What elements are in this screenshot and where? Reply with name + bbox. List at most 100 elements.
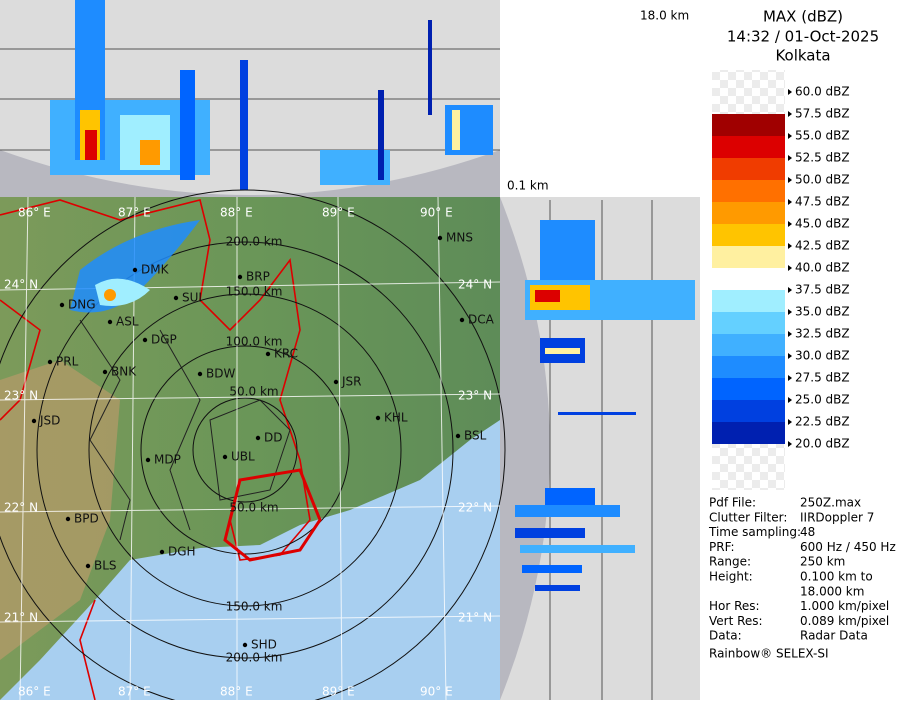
- side-echoes: [515, 220, 695, 591]
- station-label: BSL: [464, 429, 487, 443]
- station-dot: [145, 457, 151, 463]
- station-dot: [142, 337, 148, 343]
- map-echoes: [70, 220, 322, 562]
- info-value: 0.100 km to: [800, 570, 873, 584]
- legend-label: 45.0 dBZ: [795, 217, 850, 231]
- station-label: JSD: [39, 414, 60, 428]
- range-label: 200.0 km: [226, 235, 283, 249]
- legend-label: 57.5 dBZ: [795, 107, 850, 121]
- info-value: 600 Hz / 450 Hz: [800, 540, 896, 554]
- range-label: 150.0 km: [226, 600, 283, 614]
- legend-pointer: [788, 177, 792, 183]
- lon-label: 88° E: [220, 685, 253, 699]
- legend-pointer: [788, 199, 792, 205]
- station-dot: [132, 267, 138, 273]
- legend-pointer: [788, 133, 792, 139]
- lon-label: 87° E: [118, 685, 151, 699]
- range-label: 200.0 km: [226, 651, 283, 665]
- station-label: ASL: [116, 315, 139, 329]
- legend-swatch: [712, 334, 785, 356]
- station-label: BRP: [246, 270, 270, 284]
- station-label: MNS: [446, 231, 473, 245]
- legend-label: 20.0 dBZ: [795, 437, 850, 451]
- station-dot: [375, 415, 381, 421]
- legend-swatch: [712, 378, 785, 400]
- station-label: SUI: [182, 291, 202, 305]
- legend-pointer: [788, 155, 792, 161]
- legend-label: 27.5 dBZ: [795, 371, 850, 385]
- legend-swatch: [712, 246, 785, 268]
- legend-label: 60.0 dBZ: [795, 85, 850, 99]
- side-shadow: [500, 197, 550, 700]
- legend-swatch: [712, 312, 785, 334]
- station-dot: [107, 319, 113, 325]
- info-key: Range:: [709, 555, 751, 569]
- info-key: Pdf File:: [709, 496, 756, 510]
- station: Kolkata: [775, 47, 830, 65]
- station-label: KHL: [384, 411, 408, 425]
- legend-pointer: [788, 287, 792, 293]
- station-label: BPD: [74, 512, 99, 526]
- station-label: BLS: [94, 559, 117, 573]
- lat-label: 22° N: [458, 501, 492, 515]
- legend-pointer: [788, 397, 792, 403]
- info-key: Vert Res:: [709, 614, 763, 628]
- time: 14:32 / 01-Oct-2025: [727, 28, 879, 46]
- footer: Rainbow® SELEX-SI: [709, 647, 829, 661]
- lon-label: 90° E: [420, 206, 453, 220]
- legend-label: 47.5 dBZ: [795, 195, 850, 209]
- legend-pointer: [788, 419, 792, 425]
- lat-label: 23° N: [458, 389, 492, 403]
- legend-pointer: [788, 111, 792, 117]
- lon-label: 86° E: [18, 685, 51, 699]
- legend-label: 55.0 dBZ: [795, 129, 850, 143]
- station-label: PRL: [56, 355, 79, 369]
- legend-label: 35.0 dBZ: [795, 305, 850, 319]
- max-height: 18.0 km: [640, 9, 689, 23]
- range-rings: [0, 189, 506, 704]
- info-value: 250Z.max: [800, 496, 861, 510]
- top-echoes: [50, 0, 493, 190]
- legend-swatch: [712, 180, 785, 202]
- station-dot: [102, 369, 108, 375]
- info-value: 1.000 km/pixel: [800, 599, 889, 613]
- lat-label: 21° N: [458, 611, 492, 625]
- station-dot: [242, 642, 248, 648]
- lon-label: 88° E: [220, 206, 253, 220]
- station-dot: [455, 433, 461, 439]
- station-dot: [31, 418, 37, 424]
- map-labels: 86° E 86° E 87° E 87° E 88° E 88° E 89° E 89° E…: [4, 206, 495, 699]
- legend-pointer: [788, 243, 792, 249]
- station-label: UBL: [231, 450, 255, 464]
- legend-pointer: [788, 89, 792, 95]
- station-dot: [265, 351, 271, 357]
- info-value: 18.000 km: [800, 584, 864, 598]
- info-key: Time sampling:: [708, 525, 801, 539]
- info-value: 48: [800, 525, 815, 539]
- legend-swatch: [712, 356, 785, 378]
- range-label: 50.0 km: [229, 385, 278, 399]
- station-label: MDP: [154, 453, 181, 467]
- legend: 60.0 dBZ 57.5 dBZ 55.0 dBZ 52.5 dBZ 50.0 dBZ…: [712, 85, 850, 451]
- info-value: Radar Data: [800, 629, 868, 643]
- lon-label: 89° E: [322, 206, 355, 220]
- info-panel: Pdf File: 250Z.max Clutter Filter: IIRDoppl…: [708, 496, 896, 643]
- lat-label: 23° N: [4, 389, 38, 403]
- legend-label: 42.5 dBZ: [795, 239, 850, 253]
- lon-label: 87° E: [118, 206, 151, 220]
- station-label: BDW: [206, 367, 235, 381]
- station-dot: [459, 317, 465, 323]
- legend-label: 25.0 dBZ: [795, 393, 850, 407]
- legend-label: 32.5 dBZ: [795, 327, 850, 341]
- legend-swatch: [712, 136, 785, 158]
- station-dot: [237, 274, 243, 280]
- legend-pointer: [788, 331, 792, 337]
- info-key: Height:: [709, 570, 753, 584]
- lon-label: 89° E: [322, 685, 355, 699]
- legend-swatch: [712, 202, 785, 224]
- station-label: KRC: [274, 347, 298, 361]
- legend-swatch: [712, 158, 785, 180]
- station-label: DCA: [468, 313, 495, 327]
- legend-pointer: [788, 265, 792, 271]
- district-lines: [79, 319, 291, 541]
